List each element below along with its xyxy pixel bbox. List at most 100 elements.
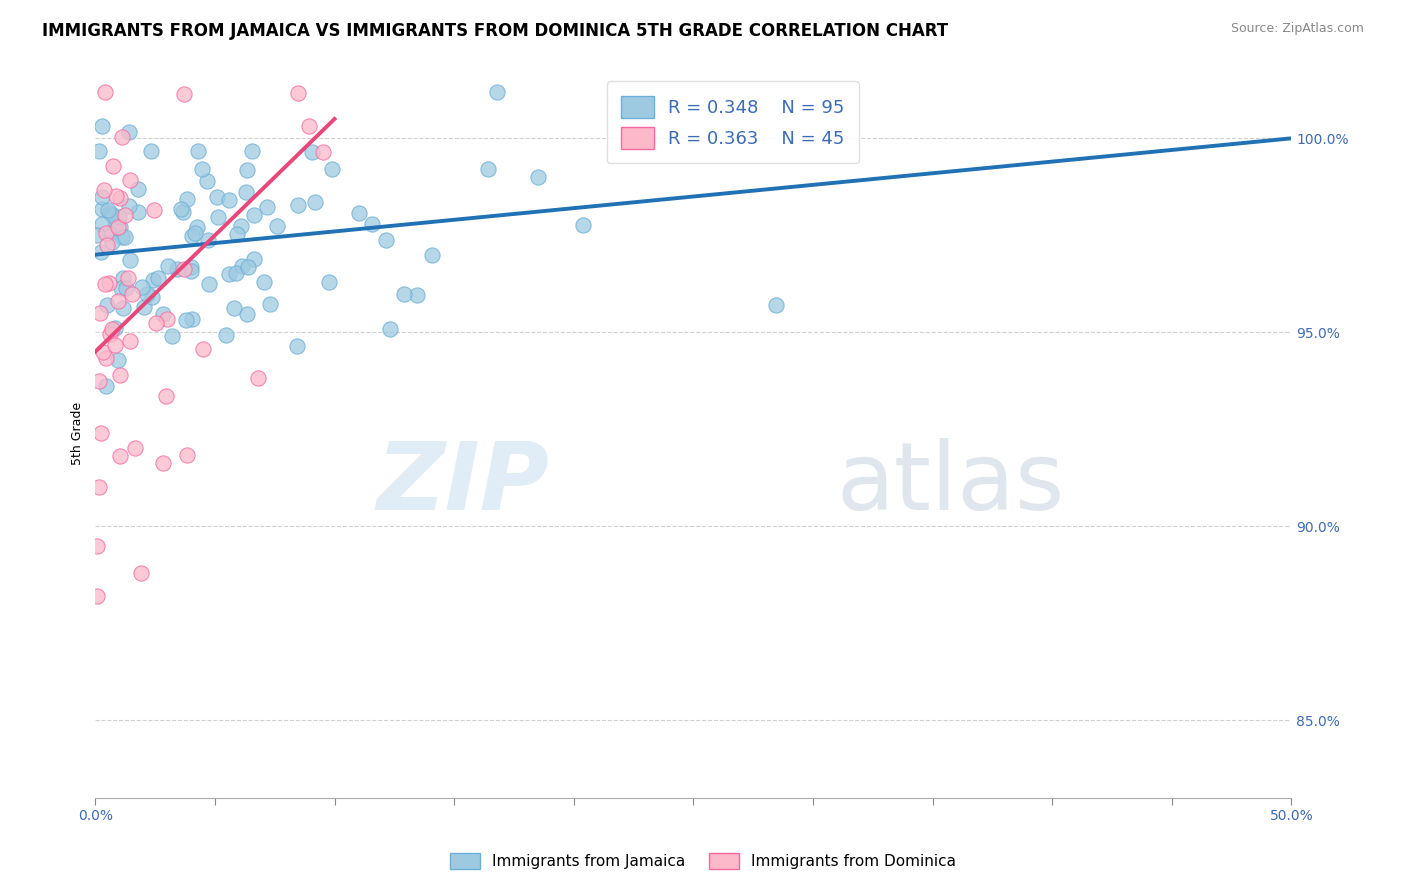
Point	[186, 220, 208, 235]
Point	[89, 374, 111, 388]
Point	[90, 426, 112, 441]
Point	[89, 306, 111, 320]
Point	[236, 163, 259, 178]
Point	[101, 322, 124, 336]
Point	[142, 203, 165, 218]
Point	[215, 328, 238, 343]
Point	[87, 480, 110, 494]
Point	[107, 294, 129, 309]
Point	[321, 162, 343, 177]
Text: ZIP: ZIP	[377, 438, 550, 530]
Point	[477, 161, 499, 176]
Point	[93, 183, 115, 197]
Point	[238, 260, 260, 274]
Point	[93, 277, 115, 291]
Point	[166, 261, 188, 276]
Point	[152, 456, 174, 470]
Point	[111, 301, 134, 315]
Point	[118, 334, 141, 348]
Point	[91, 344, 114, 359]
Point	[259, 297, 281, 311]
Point	[124, 441, 146, 455]
Point	[231, 259, 253, 273]
Point	[90, 202, 112, 216]
Point	[218, 268, 240, 282]
Point	[132, 300, 155, 314]
Text: IMMIGRANTS FROM JAMAICA VS IMMIGRANTS FROM DOMINICA 5TH GRADE CORRELATION CHART: IMMIGRANTS FROM JAMAICA VS IMMIGRANTS FR…	[42, 22, 948, 40]
Point	[114, 208, 136, 222]
Point	[98, 326, 121, 341]
Point	[118, 125, 141, 139]
Point	[256, 200, 278, 214]
Point	[86, 539, 108, 553]
Point	[141, 290, 163, 304]
Point	[112, 271, 135, 285]
Point	[121, 286, 143, 301]
Point	[107, 353, 129, 368]
Point	[318, 275, 340, 289]
Point	[287, 198, 309, 212]
Point	[247, 370, 270, 384]
Point	[108, 449, 131, 463]
Point	[118, 173, 141, 187]
Point	[103, 159, 125, 173]
Point	[108, 210, 131, 224]
Point	[90, 245, 112, 260]
Point	[180, 260, 202, 274]
Point	[94, 85, 117, 99]
Point	[252, 276, 274, 290]
Point	[127, 204, 149, 219]
Point	[111, 130, 134, 145]
Point	[225, 266, 247, 280]
Point	[96, 237, 118, 252]
Point	[174, 313, 197, 327]
Point	[181, 311, 204, 326]
Text: atlas: atlas	[837, 438, 1066, 530]
Point	[176, 448, 198, 462]
Point	[110, 281, 132, 295]
Point	[105, 189, 128, 203]
Point	[157, 259, 180, 273]
Point	[207, 210, 229, 224]
Point	[97, 202, 120, 217]
Point	[173, 87, 195, 102]
Point	[266, 219, 288, 234]
Point	[91, 190, 114, 204]
Point	[115, 281, 138, 295]
Point	[297, 119, 319, 133]
Point	[104, 218, 127, 232]
Point	[527, 170, 550, 185]
Point	[101, 208, 124, 222]
Point	[571, 219, 593, 233]
Point	[110, 368, 132, 383]
Point	[145, 316, 167, 330]
Point	[405, 287, 427, 301]
Point	[97, 226, 120, 240]
Point	[129, 566, 152, 581]
Point	[235, 185, 257, 199]
Point	[240, 144, 263, 158]
Point	[190, 161, 212, 176]
Point	[360, 217, 382, 231]
Point	[205, 190, 228, 204]
Point	[243, 208, 266, 222]
Point	[131, 280, 153, 294]
Point	[94, 351, 117, 366]
Point	[187, 144, 209, 158]
Point	[91, 120, 114, 134]
Point	[181, 228, 204, 243]
Point	[103, 338, 125, 352]
Point	[107, 220, 129, 235]
Point	[231, 219, 253, 233]
Point	[98, 205, 121, 219]
Point	[170, 202, 193, 216]
Point	[197, 233, 219, 247]
Point	[765, 298, 787, 312]
Point	[172, 205, 194, 219]
Point	[114, 229, 136, 244]
Point	[156, 311, 179, 326]
Point	[191, 342, 214, 356]
Point	[96, 378, 118, 392]
Point	[96, 297, 118, 311]
Y-axis label: 5th Grade: 5th Grade	[72, 401, 84, 465]
